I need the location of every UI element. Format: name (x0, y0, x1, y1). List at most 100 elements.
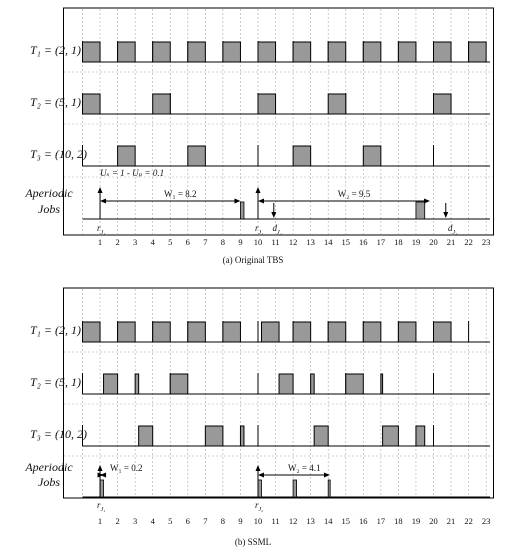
panel-b: T₁ = (2, 1) T₂ = (5, 1) T₃ = (10, 2) Aperio… (24, 287, 494, 547)
panel-a-tick-label: 16 (359, 237, 368, 247)
panel-b-tick-label: 4 (151, 516, 156, 526)
panel-a-job-block (397, 41, 417, 63)
panel-a-tick-label: 8 (221, 237, 225, 247)
panel-b-job-block (239, 425, 245, 447)
panel-b-job-block (187, 321, 206, 343)
panel-b-tick-label: 1 (98, 516, 102, 526)
panel-a-span-label-2: W₂ = 9.5 (338, 189, 371, 199)
panel-a-frame (63, 7, 494, 236)
panel-a-job-block (152, 41, 171, 63)
panel-a-marker-label-4: dJ₂ (448, 223, 457, 236)
panel-b-tick-label: 6 (186, 516, 190, 526)
panel-b-aperiodic-job (292, 479, 298, 498)
panel-a-job-block (468, 41, 487, 63)
panel-a-aperiodic-job (415, 201, 426, 220)
panel-b-tick-label: 23 (482, 516, 491, 526)
panel-a-task-label-3: T₃ = (10, 2) (30, 147, 87, 161)
panel-a-job-block (117, 145, 136, 167)
panel-a-tick-label: 22 (464, 237, 473, 247)
panel-a-caption: (a) Original TBS (223, 255, 284, 265)
panel-a-tick-label: 11 (271, 237, 279, 247)
panel-a-tick-label: 5 (168, 237, 172, 247)
panel-a-job-block (362, 145, 382, 167)
panel-a-span-arrow-right (423, 198, 430, 204)
panel-a-tick-label: 14 (324, 237, 333, 247)
panel-b-span-arrow-right (97, 472, 104, 478)
panel-b-job-block (222, 321, 241, 343)
panel-a-span-arrow-left (258, 198, 264, 204)
panel-a-release-arrow-head (255, 187, 261, 193)
panel-a-job-block (82, 41, 101, 63)
panel-a-job-block (257, 93, 277, 115)
panel-a-tick-label: 12 (289, 237, 298, 247)
panel-b-release-arrow-head (255, 465, 261, 471)
panel-b-job-block (82, 321, 101, 343)
panel-b-tick-label: 2 (115, 516, 119, 526)
panel-b-job-block (134, 373, 140, 395)
panel-a-tick-label: 6 (186, 237, 190, 247)
panel-a-job-block (187, 145, 206, 167)
panel-b-span-label-1: W₁ = 0.2 (110, 463, 142, 473)
panel-a-deadline-arrow-head (443, 212, 449, 218)
panel-a-job-block (152, 93, 171, 115)
panel-b-frame (63, 287, 494, 499)
panel-b-tick-label: 20 (429, 516, 438, 526)
panel-a-marker-label-1: rJ₁ (97, 223, 105, 236)
panel-a-marker-label-3: dJ₁ (273, 223, 282, 236)
panel-b-aperiodic-label-2: Jobs (38, 475, 60, 489)
panel-b-job-block (313, 425, 329, 447)
panel-b-job-block (382, 425, 399, 447)
panel-a-tick-label: 17 (377, 237, 386, 247)
panel-a-task-label-2: T₂ = (5, 1) (30, 95, 81, 109)
panel-b-task-label-2: T₂ = (5, 1) (30, 375, 81, 389)
panel-b-aperiodic-label: Aperiodic (24, 460, 73, 474)
panel-b-tick-label: 19 (412, 516, 421, 526)
panel-a-job-block (362, 41, 382, 63)
panel-b-marker-label-1: rJ₁ (97, 500, 105, 513)
panel-a-tick-label: 13 (306, 237, 315, 247)
panel-a-job-block (292, 41, 312, 63)
panel-b-aperiodic-job (99, 479, 104, 498)
panel-b-span-arrow-right (323, 472, 330, 478)
panel-a-span-arrow-left (100, 198, 107, 204)
panel-a-job-block (433, 93, 452, 115)
panel-b-job-block (345, 373, 364, 395)
panel-a-job-block (82, 93, 101, 115)
panel-a-job-block (327, 93, 347, 115)
panel-a-tick-label: 10 (254, 237, 263, 247)
panel-b-caption: (b) SSML (235, 537, 271, 547)
panel-b-tick-label: 10 (254, 516, 263, 526)
panel-a-tick-label: 18 (394, 237, 403, 247)
panel-a-job-block (257, 41, 277, 63)
panel-a-tick-label: 1 (98, 237, 102, 247)
panel-b-tick-label: 13 (306, 516, 315, 526)
panel-b-job-block (261, 321, 280, 343)
panel-b-tick-label: 21 (447, 516, 456, 526)
panel-a-tick-label: 2 (115, 237, 119, 247)
panel-a-tick-label: 20 (429, 237, 438, 247)
panel-b-marker-label-2: rJ₂ (255, 500, 263, 513)
panel-a-tick-label: 21 (447, 237, 456, 247)
panel-a-aperiodic-label: Aperiodic (24, 186, 73, 200)
panel-b-job-block (380, 373, 384, 395)
panel-b-job-block (362, 321, 382, 343)
panel-a-tick-label: 23 (482, 237, 491, 247)
panel-b-tick-label: 12 (289, 516, 298, 526)
panel-b-tick-label: 3 (133, 516, 137, 526)
panel-b-job-block (292, 321, 312, 343)
panel-b-tick-label: 5 (168, 516, 172, 526)
panel-a-tick-label: 3 (133, 237, 137, 247)
panel-a-aperiodic-job (240, 201, 245, 220)
panel-a-marker-label-2: rJ₂ (255, 223, 263, 236)
panel-a: T₁ = (2, 1) T₂ = (5, 1) T₃ = (10, 2) Aperio… (24, 7, 494, 265)
panel-a-span-label-1: W₁ = 8.2 (164, 189, 196, 199)
panel-a-job-block (327, 41, 347, 63)
panel-b-job-block (138, 425, 154, 447)
panel-a-util-label: Uₛ = 1 - Uₚ = 0.1 (100, 168, 164, 178)
panel-a-span-arrow-right (234, 198, 241, 204)
panel-a-deadline-arrow-head (271, 212, 277, 218)
panel-a-job-block (222, 41, 241, 63)
panel-b-job-block (103, 373, 119, 395)
panel-b-tick-label: 15 (342, 516, 351, 526)
